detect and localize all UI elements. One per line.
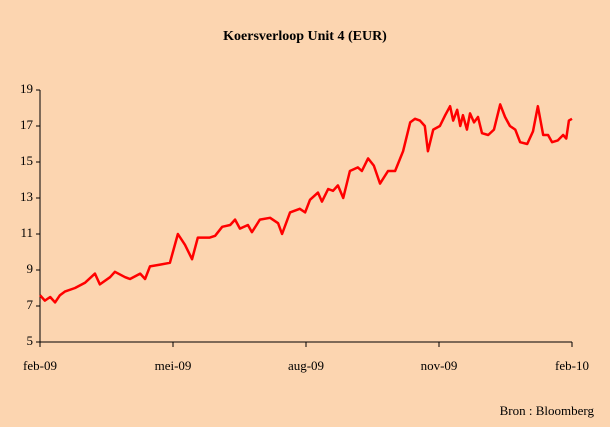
y-tick-label: 9 — [27, 261, 34, 276]
x-tick-label: feb-10 — [555, 358, 589, 373]
y-tick-label: 13 — [20, 189, 33, 204]
y-tick-label: 11 — [20, 225, 33, 240]
x-tick-label: feb-09 — [23, 358, 57, 373]
x-tick-label: aug-09 — [288, 358, 324, 373]
y-tick-label: 15 — [20, 153, 33, 168]
source-note: Bron : Bloomberg — [500, 403, 595, 418]
price-line — [39, 103, 573, 304]
y-tick-label: 17 — [20, 117, 34, 132]
x-tick-label: mei-09 — [155, 358, 192, 373]
y-tick-label: 19 — [20, 81, 33, 96]
y-tick-label: 7 — [27, 297, 34, 312]
x-tick-label: nov-09 — [421, 358, 458, 373]
chart-title: Koersverloop Unit 4 (EUR) — [223, 29, 387, 44]
y-tick-label: 5 — [27, 333, 34, 348]
